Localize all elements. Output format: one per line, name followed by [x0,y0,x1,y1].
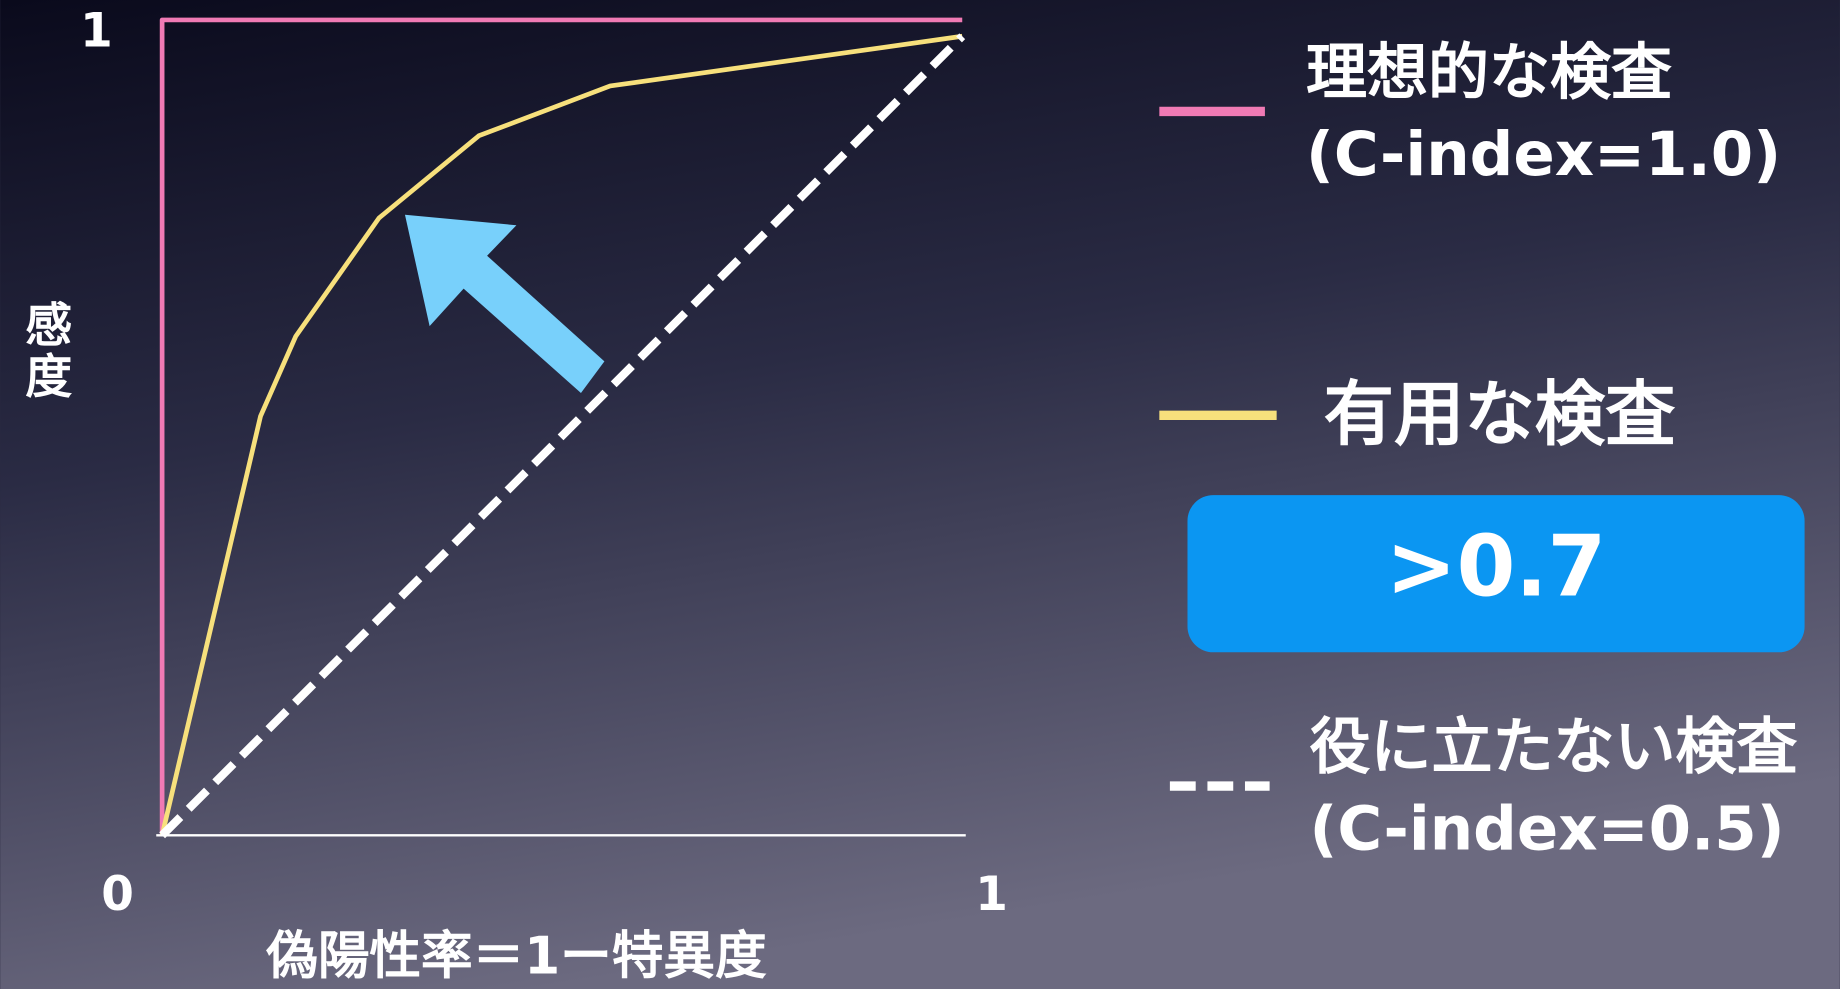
annotation: (C-index=1.0) [1306,119,1781,190]
x-axis-label: 偽陽性率＝1ー特異度 [265,927,767,987]
annotation: >0.7 [1386,517,1606,615]
series-line [159,17,963,836]
legend-label: 有用な検査 [1324,373,1676,455]
legend-label: 役に立たない検査 [1309,711,1797,782]
series-line [159,33,966,839]
y-axis-label: 感度 [17,300,72,403]
annotation-box [1187,495,1805,653]
arrow [404,214,605,394]
series-line [159,33,963,836]
y-tick-label: 1 [80,4,113,59]
x-tick-label: 1 [975,867,1008,922]
annotation: (C-index=0.5) [1309,794,1784,865]
x-tick-label: 0 [101,867,134,922]
legend-label: 理想的な検査 [1306,37,1672,108]
